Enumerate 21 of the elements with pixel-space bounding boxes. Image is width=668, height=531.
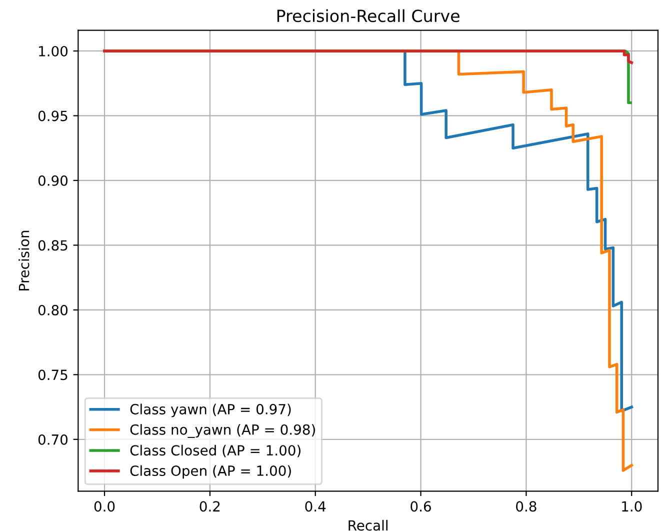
y-axis-title: Precision <box>18 230 30 290</box>
y-tick-label: 0.70 <box>38 434 68 445</box>
y-tick-label: 0.95 <box>38 110 68 122</box>
legend-label: Class yawn (AP = 0.97) <box>130 404 291 418</box>
y-tick-label: 0.75 <box>38 370 68 380</box>
legend-label: Class Closed (AP = 1.00) <box>130 444 300 458</box>
x-tick-label: 0.4 <box>305 501 326 512</box>
legend-label: Class Open (AP = 1.00) <box>130 465 291 479</box>
x-tick-label: 0.2 <box>200 501 220 512</box>
x-tick-label: 1.0 <box>622 501 642 512</box>
chart-title: Precision-Recall Curve <box>277 9 460 22</box>
y-tick-label: 0.80 <box>38 304 68 316</box>
line-series <box>103 50 634 64</box>
x-axis-title: Recall <box>348 520 388 531</box>
y-tick-label: 0.85 <box>38 240 68 251</box>
x-tick-label: 0.6 <box>410 501 431 512</box>
y-tick-label: 1.00 <box>39 46 68 56</box>
legend-label: Class no_yawn (AP = 0.98) <box>130 424 315 438</box>
y-tick-label: 0.90 <box>38 175 68 186</box>
x-tick-label: 0.8 <box>516 501 536 512</box>
x-tick-label: 0.0 <box>94 501 115 512</box>
